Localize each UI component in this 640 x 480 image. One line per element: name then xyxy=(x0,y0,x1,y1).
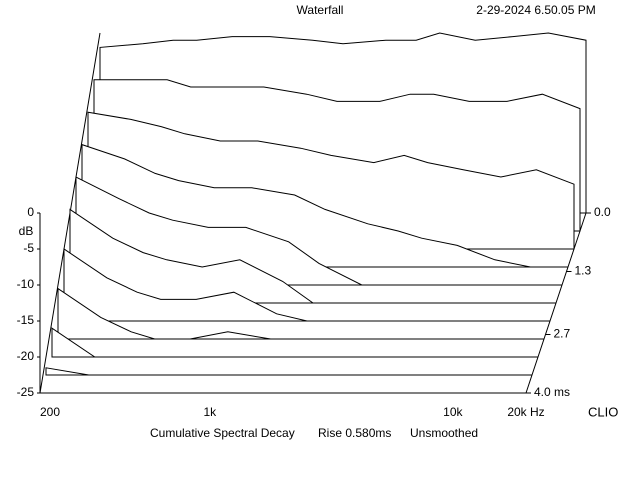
y-tick-label: -5 xyxy=(23,241,34,255)
decay-slice xyxy=(57,287,544,340)
z-tick-label: 4.0 ms xyxy=(534,385,570,399)
footer-text: Unsmoothed xyxy=(410,426,478,440)
footer-text: Cumulative Spectral Decay xyxy=(150,426,295,440)
x-tick-label: 1k xyxy=(204,405,218,419)
y-axis-label: dB xyxy=(19,224,34,238)
decay-slice xyxy=(63,248,550,322)
footer-text: Rise 0.580ms xyxy=(318,426,391,440)
x-tick-label: 200 xyxy=(40,405,60,419)
x-tick-label: 10k xyxy=(443,405,463,419)
y-tick-label: 0 xyxy=(27,205,34,219)
y-tick-label: -10 xyxy=(17,277,35,291)
y-tick-label: -25 xyxy=(17,385,35,399)
z-tick-label: 1.3 xyxy=(575,264,592,278)
decay-slice xyxy=(51,327,538,358)
timestamp: 2-29-2024 6.50.05 PM xyxy=(476,3,595,17)
decay-slice xyxy=(69,208,556,304)
y-tick-label: -20 xyxy=(17,349,35,363)
z-tick-label: 0.0 xyxy=(594,205,611,219)
brand: CLIO xyxy=(588,404,618,419)
chart-title: Waterfall xyxy=(297,3,344,17)
x-tick-label: 20k Hz xyxy=(507,405,544,419)
decay-slice xyxy=(45,367,532,376)
y-tick-label: -15 xyxy=(17,313,35,327)
z-tick-label: 2.7 xyxy=(554,327,571,341)
decay-slice xyxy=(75,176,562,286)
